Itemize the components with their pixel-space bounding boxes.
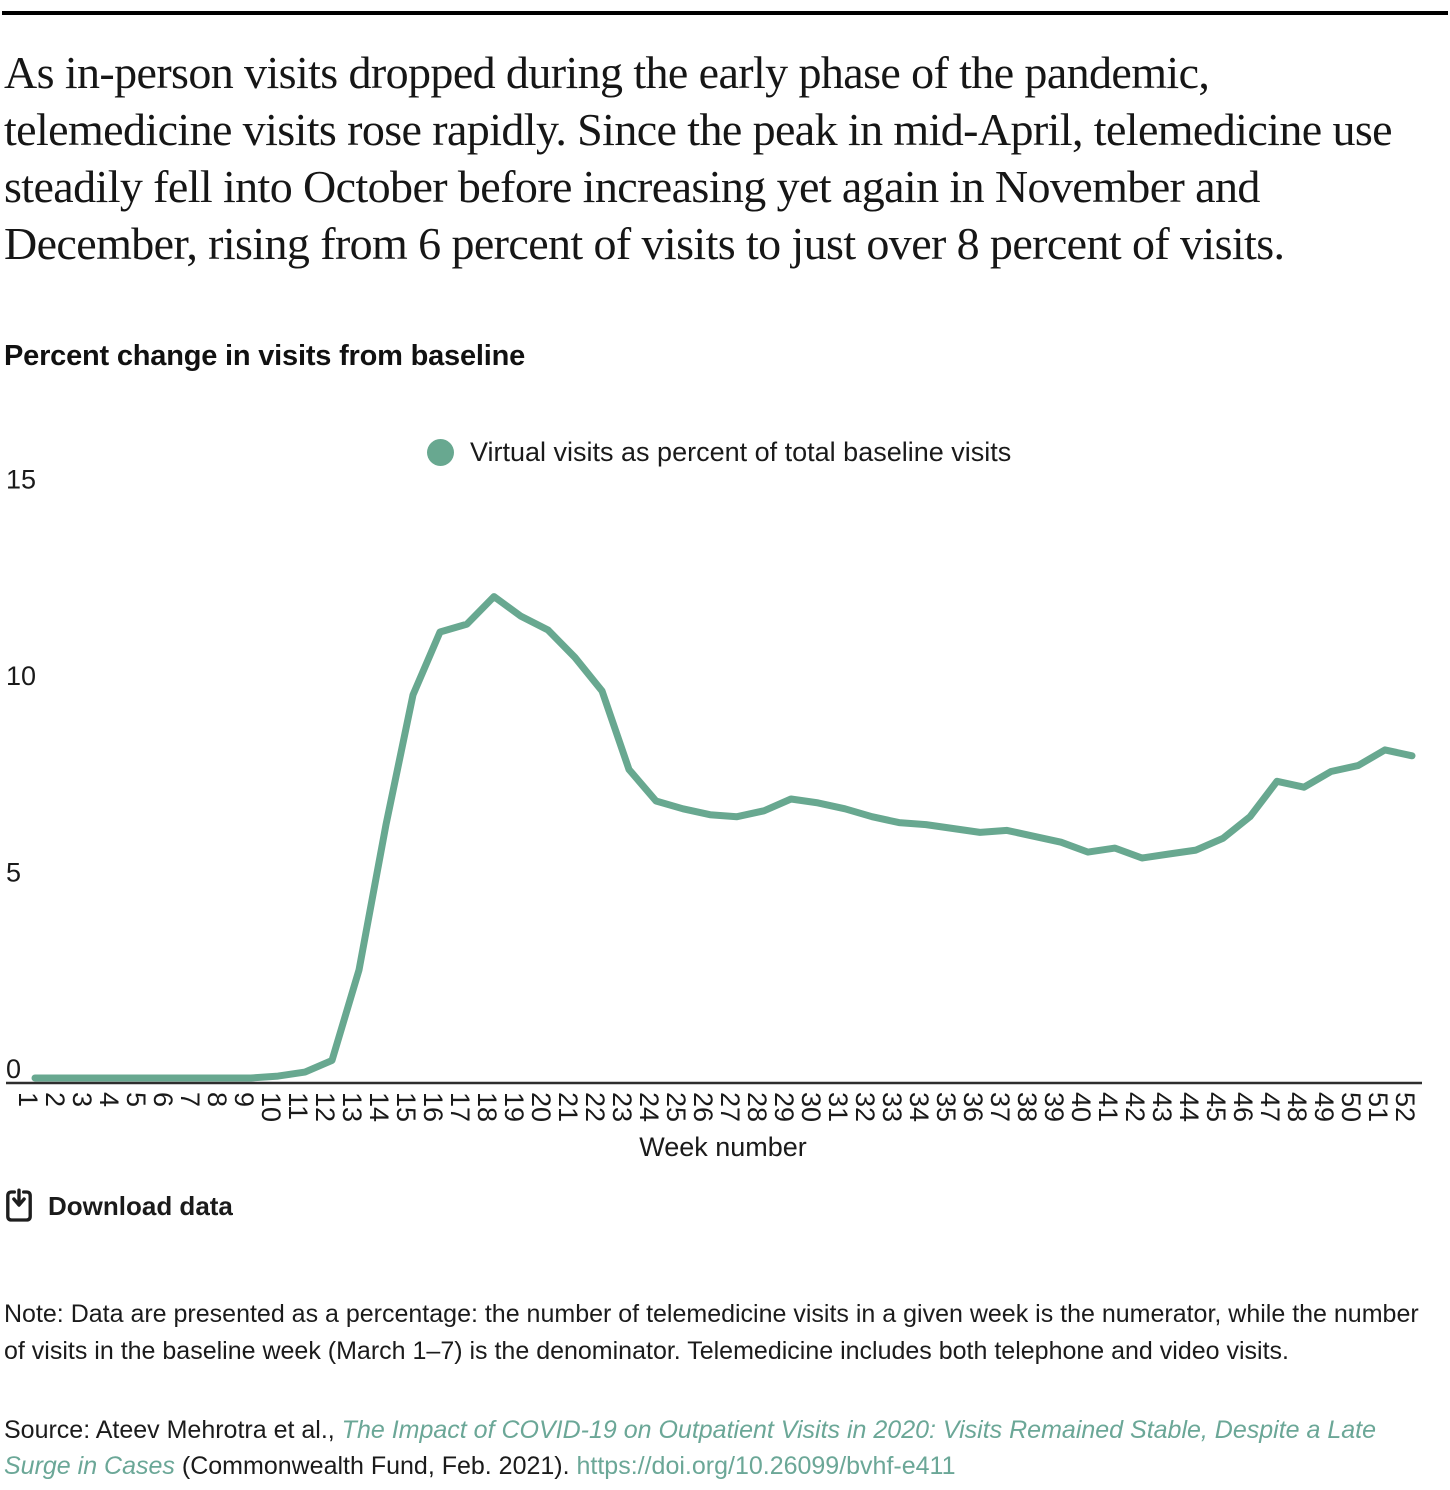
x-tick-label: 19 bbox=[499, 1092, 529, 1122]
x-tick-label: 13 bbox=[337, 1092, 367, 1122]
x-tick-label: 29 bbox=[769, 1092, 799, 1122]
x-tick-label: 42 bbox=[1120, 1092, 1150, 1122]
x-tick-label: 30 bbox=[796, 1092, 826, 1122]
x-tick-label: 14 bbox=[364, 1092, 394, 1122]
source-doi-link[interactable]: https://doi.org/10.26099/bvhf-e411 bbox=[576, 1452, 956, 1480]
x-tick-label: 52 bbox=[1390, 1092, 1420, 1122]
x-axis-title: Week number bbox=[639, 1132, 807, 1162]
x-tick-label: 25 bbox=[661, 1092, 691, 1122]
x-tick-label: 4 bbox=[94, 1092, 124, 1107]
y-tick-label: 15 bbox=[6, 465, 36, 495]
source-report-link[interactable]: The Impact of COVID-19 on Outpatient Vis… bbox=[4, 1416, 1377, 1480]
top-rule bbox=[2, 11, 1448, 15]
x-tick-label: 20 bbox=[526, 1092, 556, 1122]
x-tick-label: 26 bbox=[688, 1092, 718, 1122]
x-tick-label: 3 bbox=[67, 1092, 97, 1107]
y-tick-label: 0 bbox=[6, 1054, 21, 1084]
x-tick-label: 16 bbox=[418, 1092, 448, 1122]
x-tick-label: 35 bbox=[931, 1092, 961, 1122]
x-tick-label: 50 bbox=[1336, 1092, 1366, 1122]
x-tick-label: 28 bbox=[742, 1092, 772, 1122]
line-chart: 0 5 10 15 1 2 3 4 5 6 7 8 9 10 11 12 13 14 15 16 17 18 19 20 21… bbox=[0, 425, 1450, 1170]
x-tick-label: 38 bbox=[1012, 1092, 1042, 1122]
download-icon bbox=[6, 1188, 32, 1222]
x-tick-label: 18 bbox=[472, 1092, 502, 1122]
x-tick-label: 48 bbox=[1282, 1092, 1312, 1122]
x-tick-label: 5 bbox=[121, 1092, 151, 1107]
x-axis-labels: 1234567891011121314151617181920212223242… bbox=[13, 1092, 1420, 1122]
note-text: Note: Data are presented as a percentage… bbox=[4, 1300, 1419, 1365]
x-tick-label: 8 bbox=[202, 1092, 232, 1107]
x-tick-label: 11 bbox=[283, 1092, 313, 1120]
x-tick-label: 39 bbox=[1039, 1092, 1069, 1122]
x-tick-label: 7 bbox=[175, 1092, 205, 1107]
x-tick-label: 9 bbox=[229, 1092, 259, 1107]
x-tick-label: 46 bbox=[1228, 1092, 1258, 1122]
x-tick-label: 47 bbox=[1255, 1092, 1285, 1122]
chart-title: Percent change in visits from baseline bbox=[4, 340, 526, 372]
legend-label: Virtual visits as percent of total basel… bbox=[470, 436, 1012, 467]
x-tick-label: 21 bbox=[553, 1092, 583, 1122]
download-label: Download data bbox=[48, 1190, 233, 1221]
x-tick-label: 44 bbox=[1174, 1092, 1204, 1122]
x-tick-label: 33 bbox=[877, 1092, 907, 1122]
x-tick-label: 22 bbox=[580, 1092, 610, 1122]
x-tick-label: 15 bbox=[391, 1092, 421, 1122]
x-tick-label: 32 bbox=[850, 1092, 880, 1122]
legend: Virtual visits as percent of total basel… bbox=[427, 434, 1011, 470]
y-axis-labels: 0 5 10 15 bbox=[6, 465, 36, 1085]
x-tick-label: 10 bbox=[256, 1092, 286, 1122]
x-tick-label: 27 bbox=[715, 1092, 745, 1122]
x-tick-label: 31 bbox=[823, 1092, 853, 1122]
x-tick-label: 34 bbox=[904, 1092, 934, 1122]
x-tick-label: 40 bbox=[1066, 1092, 1096, 1122]
x-tick-label: 24 bbox=[634, 1092, 664, 1122]
x-tick-label: 12 bbox=[310, 1092, 340, 1122]
x-tick-label: 23 bbox=[607, 1092, 637, 1122]
y-tick-label: 5 bbox=[6, 858, 21, 888]
x-tick-label: 45 bbox=[1201, 1092, 1231, 1122]
source-text: Source: Ateev Mehrotra et al., The Impac… bbox=[4, 1412, 1440, 1484]
y-tick-label: 10 bbox=[6, 661, 36, 691]
virtual-visits-line bbox=[31, 593, 1416, 1082]
x-tick-label: 1 bbox=[13, 1092, 43, 1107]
x-tick-label: 36 bbox=[958, 1092, 988, 1122]
download-data-button[interactable]: Download data bbox=[5, 1188, 233, 1224]
source-prefix: Source: Ateev Mehrotra et al., bbox=[4, 1416, 342, 1444]
headline: As in-person visits dropped during the e… bbox=[4, 47, 1393, 269]
source-suffix: (Commonwealth Fund, Feb. 2021). bbox=[174, 1452, 577, 1480]
x-tick-label: 51 bbox=[1363, 1092, 1393, 1122]
x-tick-label: 43 bbox=[1147, 1092, 1177, 1122]
x-tick-label: 37 bbox=[985, 1092, 1015, 1122]
x-tick-label: 6 bbox=[148, 1092, 178, 1107]
x-tick-label: 2 bbox=[40, 1092, 70, 1107]
legend-circle-icon bbox=[427, 438, 454, 466]
x-tick-label: 41 bbox=[1093, 1092, 1123, 1122]
x-tick-label: 17 bbox=[445, 1092, 475, 1122]
x-tick-label: 49 bbox=[1309, 1092, 1339, 1122]
